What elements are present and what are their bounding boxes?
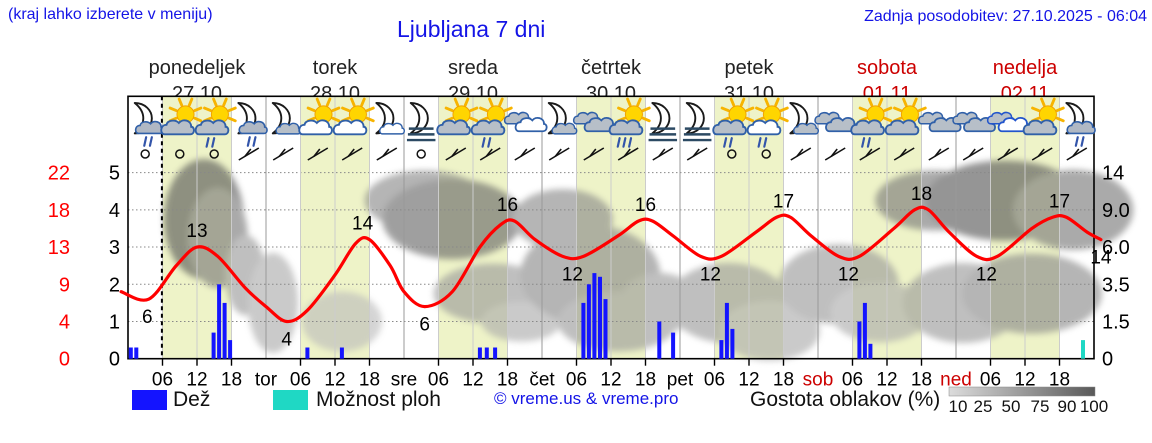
svg-text:sob: sob [803,370,834,391]
svg-text:12: 12 [186,370,207,391]
svg-text:06: 06 [152,370,173,391]
svg-text:1.5: 1.5 [1102,312,1130,334]
svg-text:12: 12 [462,370,483,391]
svg-text:12: 12 [738,370,759,391]
svg-text:22: 22 [48,163,70,185]
svg-text:12: 12 [600,370,621,391]
svg-text:06: 06 [980,370,1001,391]
svg-text:06: 06 [842,370,863,391]
svg-text:ned: ned [940,370,972,391]
svg-text:18: 18 [773,370,794,391]
svg-text:pet: pet [667,370,694,391]
svg-text:0: 0 [109,349,120,371]
svg-text:18: 18 [911,370,932,391]
svg-text:06: 06 [566,370,587,391]
svg-text:sre: sre [391,370,417,391]
svg-text:18: 18 [359,370,380,391]
svg-text:2: 2 [109,274,120,296]
svg-text:12: 12 [976,264,997,285]
svg-text:14: 14 [352,214,374,235]
svg-text:9: 9 [59,274,70,296]
svg-text:18: 18 [221,370,242,391]
svg-text:06: 06 [704,370,725,391]
svg-text:12: 12 [562,264,583,285]
svg-text:0: 0 [1102,349,1113,371]
svg-text:18: 18 [48,200,70,222]
svg-text:12: 12 [324,370,345,391]
svg-text:17: 17 [773,191,794,212]
svg-text:13: 13 [48,237,70,259]
svg-text:4: 4 [59,312,70,334]
svg-text:13: 13 [186,221,207,242]
svg-text:06: 06 [290,370,311,391]
svg-text:12: 12 [1014,370,1035,391]
svg-text:3.5: 3.5 [1102,274,1130,296]
svg-text:17: 17 [1049,191,1070,212]
svg-text:18: 18 [497,370,518,391]
svg-text:12: 12 [838,264,859,285]
svg-text:14: 14 [1102,163,1124,185]
svg-text:1: 1 [109,312,120,334]
svg-text:18: 18 [1049,370,1070,391]
svg-text:6.0: 6.0 [1102,237,1130,259]
svg-text:12: 12 [876,370,897,391]
svg-text:16: 16 [635,195,656,216]
svg-text:9.0: 9.0 [1102,200,1130,222]
svg-text:čet: čet [529,370,555,391]
svg-text:16: 16 [497,195,518,216]
svg-text:6: 6 [142,307,153,328]
svg-text:12: 12 [700,264,721,285]
svg-text:tor: tor [255,370,278,391]
svg-text:18: 18 [635,370,656,391]
svg-text:4: 4 [109,200,120,222]
svg-text:5: 5 [109,163,120,185]
svg-text:18: 18 [911,184,932,205]
svg-text:3: 3 [109,237,120,259]
svg-text:6: 6 [419,315,430,336]
svg-text:0: 0 [59,349,70,371]
svg-text:4: 4 [281,330,292,351]
svg-text:06: 06 [428,370,449,391]
